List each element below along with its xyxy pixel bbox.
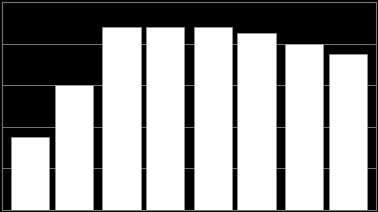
Bar <box>237 33 276 210</box>
Bar <box>328 54 367 210</box>
Bar <box>194 27 232 210</box>
Bar <box>102 27 141 210</box>
Bar <box>11 137 50 210</box>
Bar <box>285 44 323 210</box>
Bar <box>146 27 184 210</box>
Bar <box>55 85 93 210</box>
